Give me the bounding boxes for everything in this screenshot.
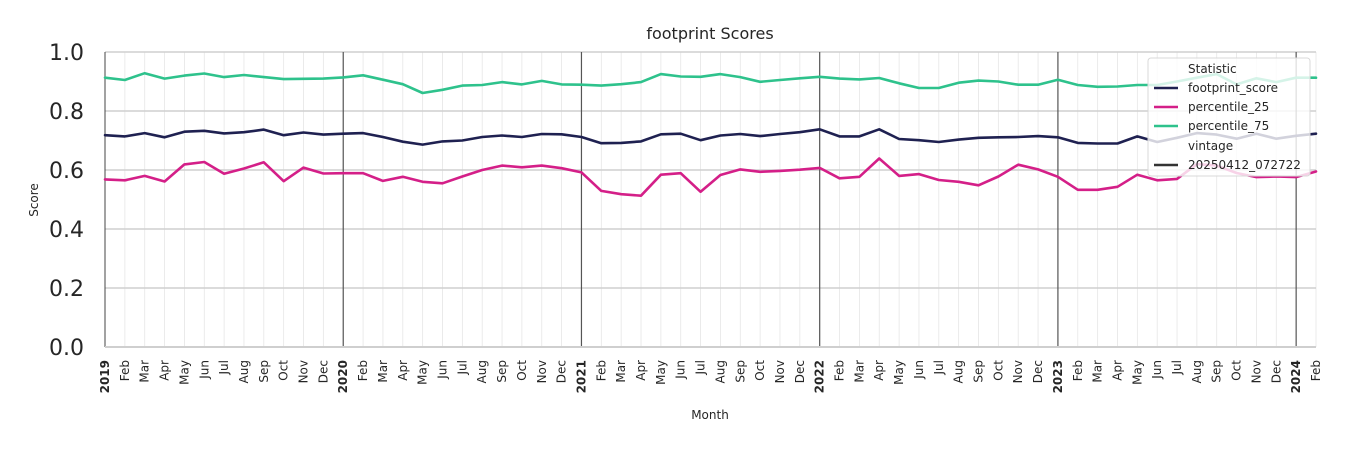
x-tick-label-month: Jul	[455, 360, 469, 375]
y-axis-label: Score	[27, 183, 41, 217]
x-tick-label-year: 2020	[336, 360, 350, 393]
y-tick-label: 0.4	[49, 218, 84, 243]
x-tick-label-month: Feb	[594, 360, 608, 381]
x-tick-label-month: Nov	[773, 360, 787, 383]
x-tick-label-month: Apr	[1110, 360, 1124, 381]
x-tick-label-month: Jul	[932, 360, 946, 375]
x-tick-label-month: Oct	[515, 360, 529, 381]
x-tick-label-month: Dec	[555, 360, 569, 383]
x-tick-label-month: Nov	[297, 360, 311, 383]
legend-header: vintage	[1188, 139, 1233, 153]
x-tick-label-month: Jun	[674, 360, 688, 380]
x-tick-label-month: Mar	[376, 360, 390, 383]
x-tick-label-month: Apr	[634, 360, 648, 381]
x-tick-label-year: 2021	[574, 360, 588, 393]
x-tick-label-year: 2019	[98, 360, 112, 393]
x-tick-label-month: Mar	[138, 360, 152, 383]
axes	[104, 52, 1316, 348]
x-tick-label-month: Nov	[1011, 360, 1025, 383]
legend: Statistic footprint_score percentile_25per…	[1147, 57, 1311, 177]
x-tick-label-month: Aug	[475, 360, 489, 383]
x-tick-label-month: May	[1130, 360, 1144, 385]
series-lines	[103, 71, 1318, 197]
grid	[104, 51, 1317, 348]
y-tick-label: 1.0	[49, 41, 84, 66]
x-tick-label-month: Jun	[1150, 360, 1164, 380]
y-tick-label: 0.8	[49, 100, 84, 125]
x-tick-label-month: Sep	[495, 360, 509, 383]
chart-title: footprint Scores	[646, 24, 773, 43]
x-tick-label-month: Oct	[753, 360, 767, 381]
x-tick-label-month: Mar	[1091, 360, 1105, 383]
y-tick-labels: 0.0 0.2 0.4 0.6 0.8 1.0	[49, 41, 84, 361]
x-tick-label-year: 2022	[813, 360, 827, 393]
x-axis-label: Month	[691, 408, 729, 422]
x-tick-label-month: Sep	[972, 360, 986, 383]
x-tick-label-month: Dec	[1031, 360, 1045, 383]
x-tick-label-month: Apr	[396, 360, 410, 381]
legend-box	[1147, 57, 1311, 177]
x-tick-label-month: Jun	[435, 360, 449, 380]
x-tick-label-month: Dec	[793, 360, 807, 383]
x-tick-label-month: Feb	[356, 360, 370, 381]
x-tick-label-month: Oct	[991, 360, 1005, 381]
legend-label: percentile_25	[1188, 100, 1269, 114]
legend-header: Statistic	[1188, 62, 1237, 76]
y-tick-label: 0.6	[49, 159, 84, 184]
x-tick-label-month: Mar	[614, 360, 628, 383]
x-tick-label-month: May	[654, 360, 668, 385]
x-tick-label-month: May	[416, 360, 430, 385]
x-tick-label-month: Sep	[257, 360, 271, 383]
legend-label: 20250412_072722	[1188, 158, 1301, 172]
x-tick-labels: 2019 Feb Mar Apr May Jun Jul Aug Sep Oct Nov Dec 202…	[98, 360, 1323, 394]
x-tick-label-month: Nov	[1249, 360, 1263, 383]
x-tick-label-month: Aug	[713, 360, 727, 383]
x-tick-label-month: Aug	[237, 360, 251, 383]
x-tick-label-month: Dec	[1269, 360, 1283, 383]
series-line-percentile-75	[103, 71, 1318, 95]
x-tick-label-month: Jul	[217, 360, 231, 375]
x-tick-label-month: Feb	[118, 360, 132, 381]
x-tick-label-month: Feb	[833, 360, 847, 381]
x-tick-label-month: Feb	[1309, 360, 1323, 381]
x-tick-label-month: Feb	[1071, 360, 1085, 381]
series-line-footprint-score	[103, 128, 1318, 146]
x-tick-label-month: May	[892, 360, 906, 385]
x-tick-label-month: Nov	[535, 360, 549, 383]
x-tick-label-month: Sep	[733, 360, 747, 383]
x-tick-label-month: Dec	[316, 360, 330, 383]
x-tick-label-month: Sep	[1210, 360, 1224, 383]
x-tick-label-year: 2023	[1051, 360, 1065, 393]
x-tick-label-month: Jul	[694, 360, 708, 375]
x-tick-label-month: Aug	[952, 360, 966, 383]
x-tick-label-month: Oct	[277, 360, 291, 381]
legend-label: footprint_score	[1188, 81, 1278, 95]
x-tick-label-year: 2024	[1289, 360, 1303, 393]
legend-label: percentile_75	[1188, 119, 1269, 133]
y-tick-label: 0.2	[49, 277, 84, 302]
x-tick-label-month: May	[177, 360, 191, 385]
x-tick-label-month: Oct	[1230, 360, 1244, 381]
x-tick-label-month: Jun	[912, 360, 926, 380]
y-tick-label: 0.0	[49, 336, 84, 361]
x-tick-label-month: Aug	[1190, 360, 1204, 383]
x-tick-label-month: Apr	[872, 360, 886, 381]
x-tick-label-month: Jun	[197, 360, 211, 380]
series-line-percentile-25	[103, 157, 1318, 197]
x-tick-label-month: Apr	[158, 360, 172, 381]
x-tick-label-month: Mar	[852, 360, 866, 383]
x-tick-label-month: Jul	[1170, 360, 1184, 375]
